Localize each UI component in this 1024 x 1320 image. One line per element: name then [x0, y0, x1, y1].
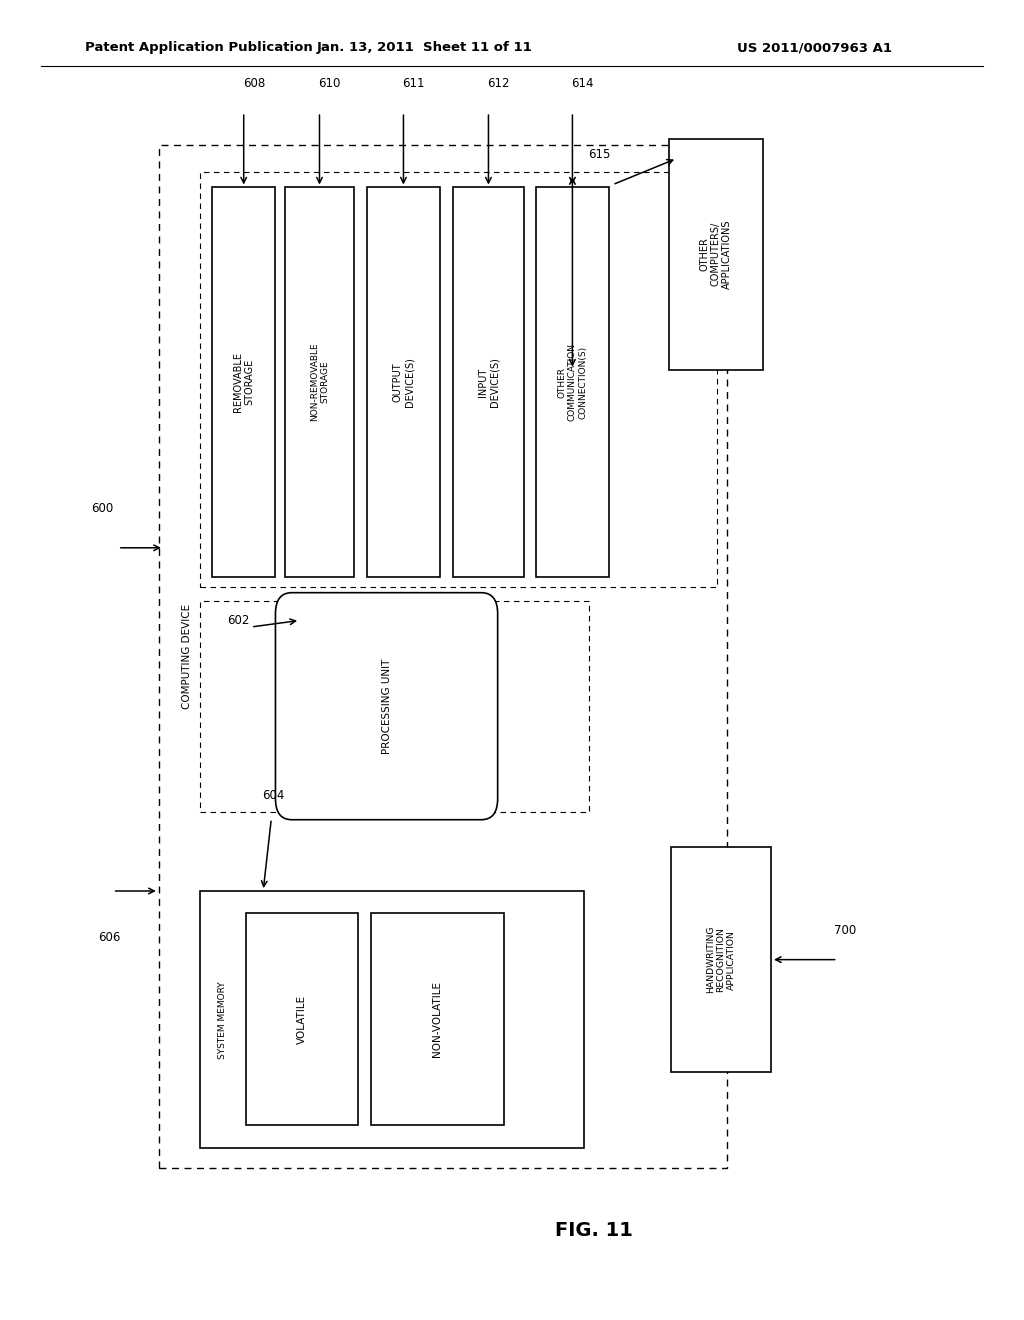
Bar	[671, 847, 771, 1072]
Text: 614: 614	[571, 77, 594, 90]
Bar	[669, 139, 763, 370]
Bar	[246, 913, 358, 1125]
Text: 608: 608	[243, 77, 265, 90]
Text: FIG. 11: FIG. 11	[555, 1221, 633, 1239]
Text: HANDWRITING
RECOGNITION
APPLICATION: HANDWRITING RECOGNITION APPLICATION	[706, 925, 736, 994]
Text: NON-REMOVABLE
STORAGE: NON-REMOVABLE STORAGE	[310, 343, 329, 421]
Text: VOLATILE: VOLATILE	[297, 994, 307, 1044]
Bar	[200, 891, 584, 1148]
Text: SYSTEM MEMORY: SYSTEM MEMORY	[218, 981, 226, 1059]
FancyBboxPatch shape	[275, 593, 498, 820]
Text: COMPUTING DEVICE: COMPUTING DEVICE	[182, 605, 193, 709]
Bar	[371, 913, 504, 1125]
Text: 610: 610	[318, 77, 341, 90]
Text: NON-VOLATILE: NON-VOLATILE	[432, 981, 442, 1057]
Bar	[367, 187, 440, 577]
Text: PROCESSING UNIT: PROCESSING UNIT	[382, 659, 391, 754]
Text: US 2011/0007963 A1: US 2011/0007963 A1	[736, 41, 892, 54]
Text: 611: 611	[402, 77, 425, 90]
Text: 612: 612	[487, 77, 510, 90]
Text: 600: 600	[91, 502, 114, 515]
Text: 615: 615	[588, 148, 610, 161]
Bar	[453, 187, 524, 577]
Text: OUTPUT
DEVICE(S): OUTPUT DEVICE(S)	[392, 358, 415, 407]
Text: INPUT
DEVICE(S): INPUT DEVICE(S)	[477, 358, 500, 407]
Text: OTHER
COMPUTERS/
APPLICATIONS: OTHER COMPUTERS/ APPLICATIONS	[699, 219, 732, 289]
Bar	[212, 187, 275, 577]
Text: REMOVABLE
STORAGE: REMOVABLE STORAGE	[232, 352, 255, 412]
Text: 606: 606	[98, 931, 121, 944]
Text: Jan. 13, 2011  Sheet 11 of 11: Jan. 13, 2011 Sheet 11 of 11	[317, 41, 532, 54]
Bar	[200, 601, 589, 812]
Text: 604: 604	[262, 789, 285, 803]
Bar	[285, 187, 354, 577]
Text: OTHER
COMMUNICATION
CONNECTION(S): OTHER COMMUNICATION CONNECTION(S)	[557, 343, 588, 421]
Text: 602: 602	[227, 614, 250, 627]
Text: Patent Application Publication: Patent Application Publication	[85, 41, 312, 54]
Bar	[536, 187, 609, 577]
Bar	[200, 172, 717, 587]
Bar	[159, 145, 727, 1168]
Text: 700: 700	[834, 924, 856, 937]
